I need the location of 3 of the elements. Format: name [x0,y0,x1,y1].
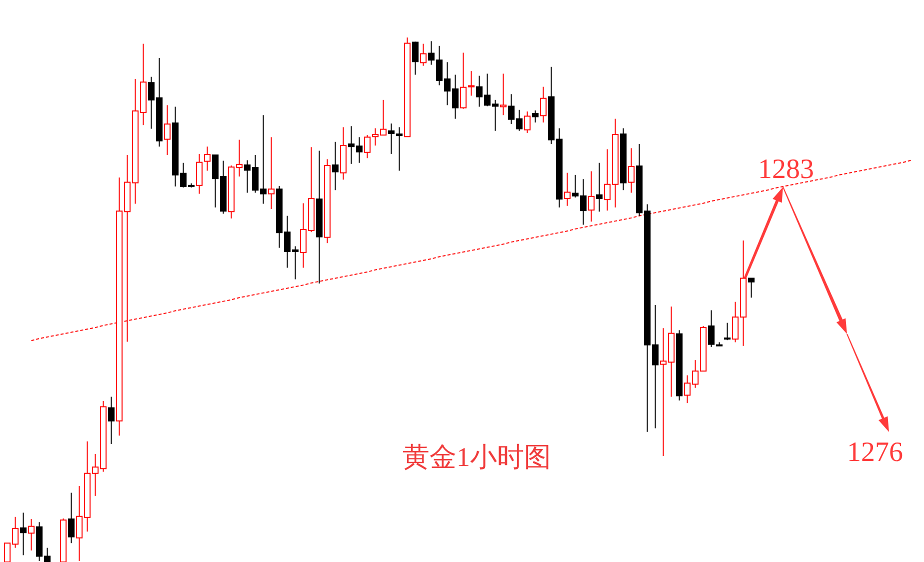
annotation: 1276 [847,437,903,468]
annotation: 1283 [758,154,814,185]
text: 黄金1小时图 [402,442,552,472]
